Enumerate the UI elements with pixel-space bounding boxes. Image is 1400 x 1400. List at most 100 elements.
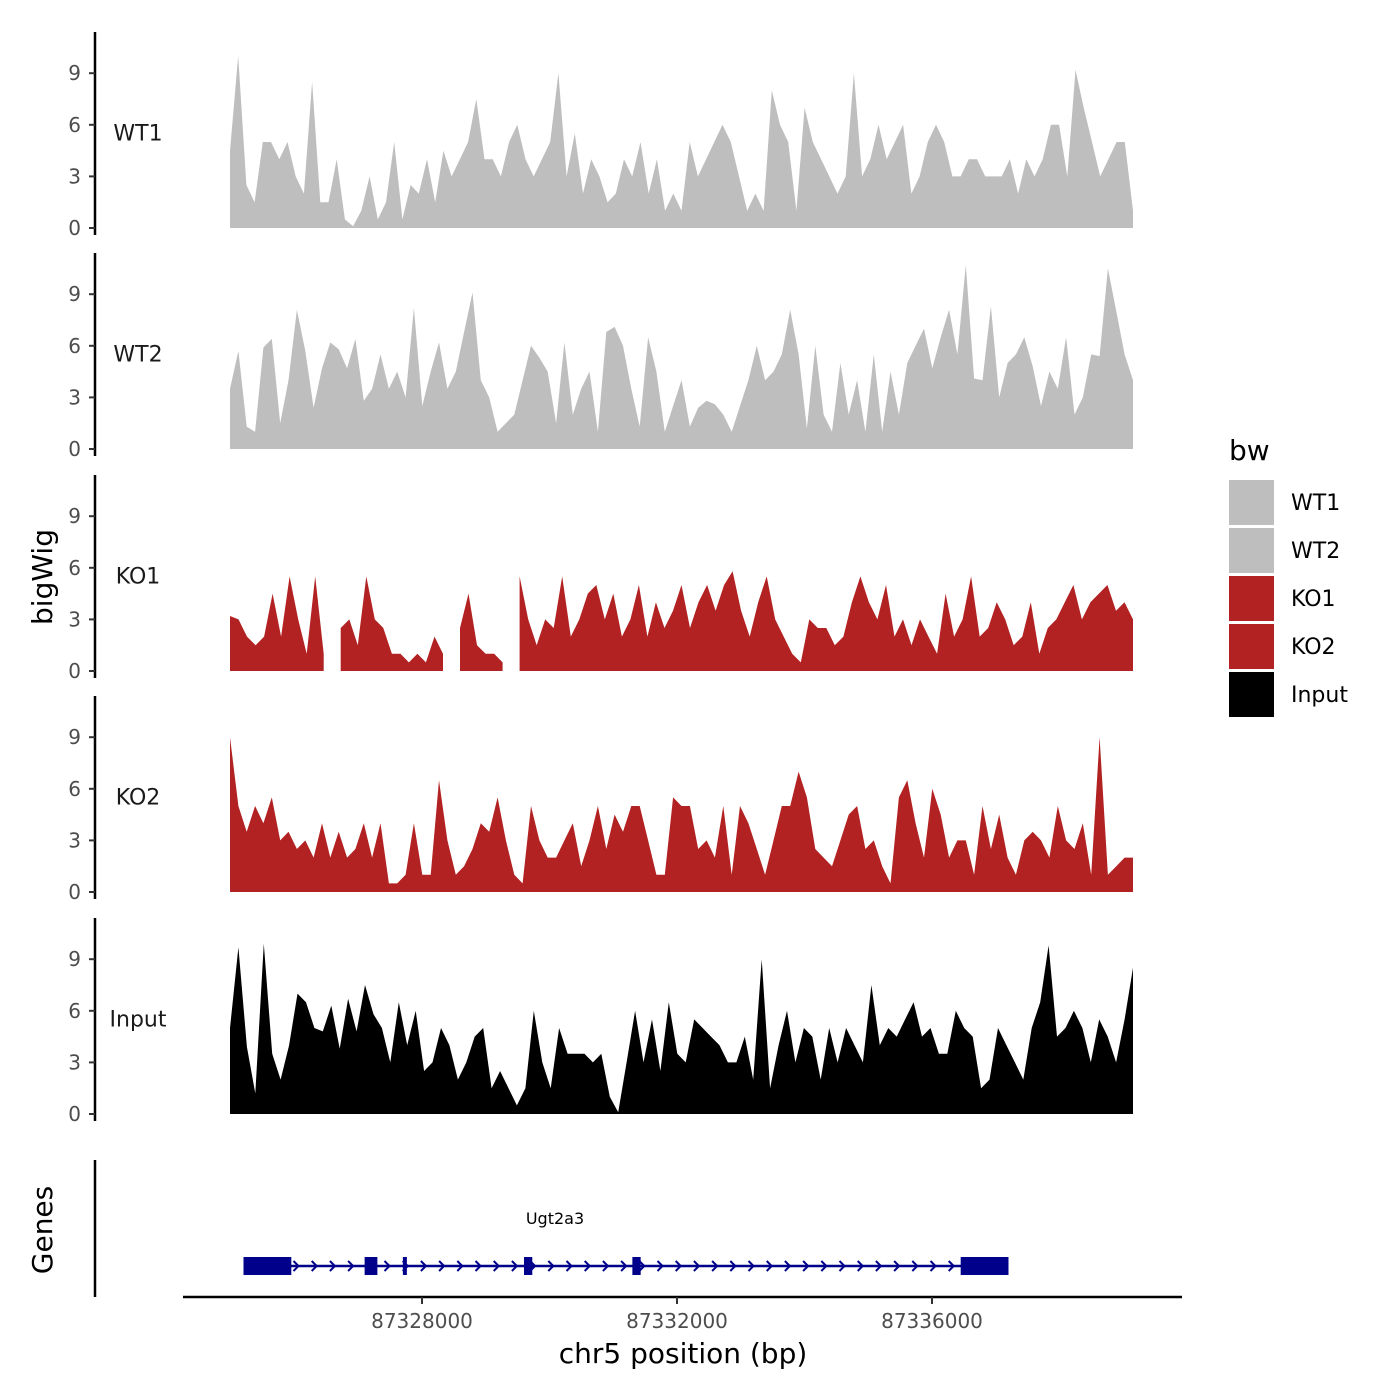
legend-swatch bbox=[1229, 576, 1274, 621]
y-tick-label: 9 bbox=[68, 947, 81, 971]
strand-arrow bbox=[674, 1260, 683, 1272]
y-tick-label: 6 bbox=[68, 777, 81, 801]
strand-arrow bbox=[310, 1260, 319, 1272]
area-ko1 bbox=[340, 576, 443, 671]
strand-arrow bbox=[347, 1260, 355, 1272]
gene-ugt2a3: Ugt2a3 bbox=[243, 1209, 1009, 1275]
exon bbox=[524, 1257, 533, 1275]
legend-swatch bbox=[1229, 672, 1274, 717]
y-tick-label: 9 bbox=[68, 282, 81, 306]
y-tick-label: 9 bbox=[68, 725, 81, 749]
legend-label: WT2 bbox=[1291, 539, 1340, 564]
y-tick-label: 3 bbox=[68, 607, 81, 631]
legend-item-input: Input bbox=[1229, 672, 1348, 717]
strand-arrow bbox=[565, 1260, 573, 1272]
strand-arrow bbox=[438, 1260, 446, 1272]
legend-item-wt2: WT2 bbox=[1229, 528, 1340, 573]
y-tick-label: 0 bbox=[68, 659, 81, 683]
strand-arrow bbox=[911, 1260, 919, 1272]
legend-title: bw bbox=[1229, 434, 1270, 467]
track-label: WT1 bbox=[113, 121, 162, 146]
strand-arrow bbox=[620, 1260, 628, 1272]
y-tick-label: 9 bbox=[68, 61, 81, 85]
legend-swatch bbox=[1229, 480, 1274, 525]
strand-arrow bbox=[420, 1260, 428, 1272]
exon bbox=[960, 1257, 1009, 1275]
track-wt1: 0 3 6 9 WT1 bbox=[68, 32, 1133, 240]
strand-arrow bbox=[893, 1260, 901, 1272]
legend: bw WT1 WT2 KO1 KO2 Input bbox=[1229, 434, 1348, 717]
strand-arrow bbox=[583, 1260, 592, 1272]
y-tick-label: 6 bbox=[68, 556, 81, 580]
strand-arrow bbox=[747, 1260, 755, 1272]
strand-arrow bbox=[547, 1260, 555, 1272]
strand-arrow bbox=[875, 1260, 883, 1272]
strand-arrow bbox=[802, 1260, 810, 1272]
legend-swatch bbox=[1229, 528, 1274, 573]
track-label: Input bbox=[110, 1007, 167, 1032]
strand-arrow bbox=[784, 1260, 792, 1272]
strand-arrow bbox=[729, 1260, 737, 1272]
y-tick-label: 0 bbox=[68, 437, 81, 461]
y-tick-label: 0 bbox=[68, 1102, 81, 1126]
strand-arrow bbox=[474, 1260, 482, 1272]
y-tick-label: 6 bbox=[68, 334, 81, 358]
area-ko2 bbox=[230, 737, 1133, 892]
track-ko1: 0 3 6 9 KO1 bbox=[68, 475, 1133, 683]
x-axis-title: chr5 position (bp) bbox=[559, 1337, 808, 1370]
track-label: WT2 bbox=[113, 342, 162, 367]
genes-axis-title: Genes bbox=[26, 1186, 59, 1274]
area-wt2 bbox=[230, 265, 1133, 449]
strand-arrow bbox=[492, 1260, 501, 1272]
y-tick-label: 9 bbox=[68, 504, 81, 528]
genes-group: Ugt2a3 bbox=[93, 1160, 1009, 1297]
strand-arrow bbox=[947, 1260, 956, 1272]
legend-item-wt1: WT1 bbox=[1229, 480, 1340, 525]
y-tick-label: 0 bbox=[68, 880, 81, 904]
strand-arrow bbox=[929, 1260, 937, 1272]
x-axis: 87328000 87332000 87336000 bbox=[183, 1295, 1182, 1333]
strand-arrow bbox=[711, 1260, 719, 1272]
exon bbox=[364, 1257, 378, 1275]
y-tick-label: 3 bbox=[68, 1050, 81, 1074]
x-tick-label: 87332000 bbox=[626, 1309, 728, 1333]
y-axis-title: bigWig bbox=[26, 529, 59, 625]
y-tick-label: 6 bbox=[68, 113, 81, 137]
y-tick-label: 6 bbox=[68, 999, 81, 1023]
legend-swatch bbox=[1229, 624, 1274, 669]
area-ko1 bbox=[519, 571, 1133, 671]
area-ko1 bbox=[460, 593, 503, 671]
exon bbox=[402, 1257, 407, 1275]
track-label: KO2 bbox=[116, 785, 161, 810]
strand-arrow bbox=[383, 1260, 391, 1272]
area-ko1 bbox=[230, 576, 324, 671]
track-wt2: 0 3 6 9 WT2 bbox=[68, 253, 1133, 461]
strand-arrow bbox=[656, 1260, 664, 1272]
x-tick-label: 87328000 bbox=[371, 1309, 473, 1333]
track-ko2: 0 3 6 9 KO2 bbox=[68, 696, 1133, 904]
strand-arrow bbox=[765, 1260, 774, 1272]
strand-arrow bbox=[820, 1260, 828, 1272]
strand-arrow bbox=[638, 1260, 646, 1272]
legend-item-ko1: KO1 bbox=[1229, 576, 1336, 621]
track-label: KO1 bbox=[116, 564, 161, 589]
area-wt1 bbox=[230, 56, 1133, 228]
legend-label: WT1 bbox=[1291, 491, 1340, 516]
strand-arrow bbox=[456, 1260, 464, 1272]
y-tick-label: 3 bbox=[68, 164, 81, 188]
y-tick-label: 0 bbox=[68, 216, 81, 240]
legend-label: KO2 bbox=[1291, 635, 1336, 660]
legend-label: KO1 bbox=[1291, 587, 1336, 612]
gene-label: Ugt2a3 bbox=[526, 1209, 584, 1228]
y-tick-label: 3 bbox=[68, 385, 81, 409]
strand-arrow bbox=[511, 1260, 519, 1272]
legend-item-ko2: KO2 bbox=[1229, 624, 1336, 669]
track-input: 0 3 6 9 Input bbox=[68, 918, 1133, 1126]
strand-arrow bbox=[602, 1260, 610, 1272]
strand-arrow bbox=[329, 1260, 337, 1272]
x-tick-label: 87336000 bbox=[881, 1309, 983, 1333]
strand-arrow bbox=[292, 1260, 300, 1272]
exon bbox=[632, 1257, 641, 1275]
exon bbox=[243, 1257, 292, 1275]
